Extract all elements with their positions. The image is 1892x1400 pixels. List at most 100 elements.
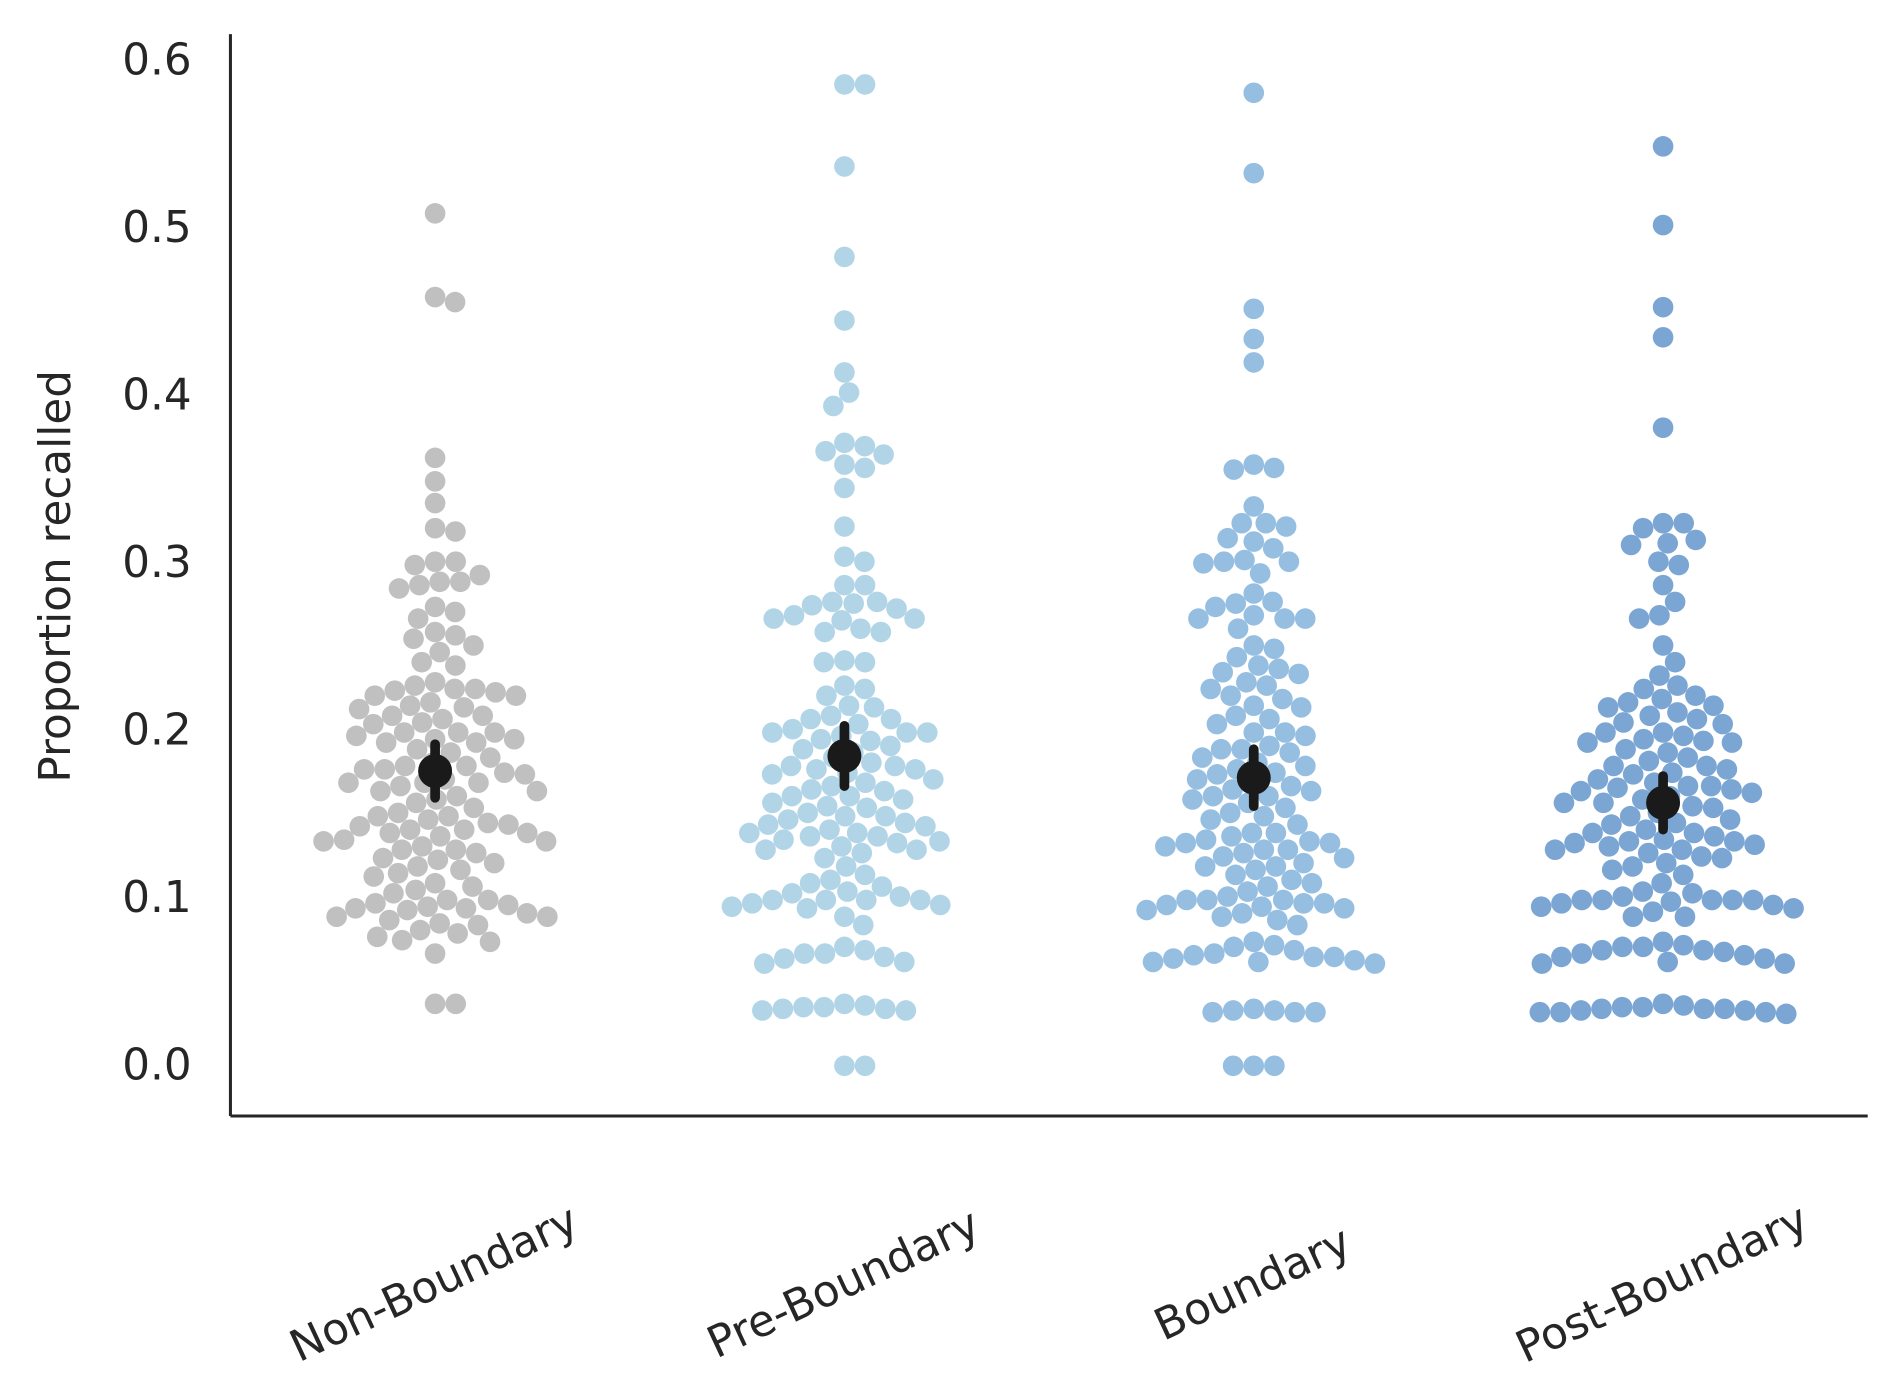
swarm-point — [1657, 742, 1678, 763]
swarm-point — [1243, 82, 1265, 104]
swarm-point — [800, 708, 821, 730]
swarm-point — [445, 625, 466, 646]
swarm-point — [1175, 832, 1197, 854]
swarm-point — [393, 722, 415, 743]
swarm-point — [1601, 859, 1623, 881]
swarm-point — [889, 886, 911, 907]
swarm-point — [1677, 775, 1699, 797]
swarm-point — [1222, 779, 1243, 800]
swarm-point — [1211, 906, 1233, 928]
swarm-point — [411, 836, 433, 857]
swarm-point — [894, 812, 916, 834]
swarm-point — [1633, 728, 1654, 750]
swarm-point — [1256, 675, 1277, 696]
swarm-point — [1194, 856, 1216, 877]
swarm-point — [1652, 722, 1674, 743]
swarm-point — [1714, 998, 1735, 1020]
swarm-point — [1652, 512, 1674, 534]
swarm-point — [1603, 755, 1624, 777]
swarm-point — [1619, 805, 1641, 827]
swarm-point — [1234, 549, 1255, 571]
swarm-point — [892, 789, 914, 810]
swarm-point — [407, 608, 429, 629]
swarm-point — [381, 705, 403, 727]
swarm-point — [1225, 593, 1247, 614]
swarm-point — [1712, 713, 1734, 735]
swarm-point — [1685, 685, 1706, 706]
swarm-point — [1253, 805, 1275, 827]
swarm-point — [815, 889, 837, 911]
swarm-point — [1673, 512, 1695, 534]
swarm-point — [796, 898, 818, 919]
swarm-point — [797, 802, 818, 824]
swarm-point — [1293, 852, 1314, 874]
swarm-point — [1591, 998, 1612, 1020]
swarm-point — [1693, 730, 1714, 752]
swarm-point — [424, 993, 446, 1015]
swarm-point — [494, 762, 515, 783]
swarm-point — [854, 995, 876, 1016]
y-axis-label: Proportion recalled — [30, 370, 81, 783]
swarm-point — [1597, 697, 1619, 718]
swarm-point — [1186, 769, 1208, 790]
swarm-point — [1243, 695, 1265, 717]
swarm-point — [1685, 529, 1707, 551]
swarm-point — [1205, 596, 1226, 618]
swarm-point — [815, 440, 836, 462]
swarm-point — [387, 802, 409, 824]
swarm-point — [752, 1000, 773, 1021]
swarm-point — [378, 909, 400, 931]
swarm-point — [1683, 822, 1705, 844]
swarm-point — [353, 759, 375, 780]
swarm-point — [801, 779, 822, 800]
swarm-point — [929, 831, 950, 852]
swarm-point — [1701, 889, 1723, 911]
mean-point — [827, 738, 862, 773]
swarm-point — [1249, 563, 1271, 584]
swarm-point — [463, 797, 485, 819]
swarm-point — [1259, 735, 1280, 757]
swarm-point — [1136, 899, 1157, 921]
swarm-point — [1622, 906, 1644, 928]
swarm-point — [1652, 214, 1674, 236]
swarm-point — [1529, 1001, 1551, 1023]
swarm-point — [834, 516, 855, 537]
swarm-point — [1333, 898, 1355, 919]
swarm-point — [834, 574, 855, 596]
swarm-point — [762, 722, 783, 743]
swarm-point — [814, 847, 835, 869]
swarm-point — [420, 692, 441, 713]
swarm-point — [1295, 725, 1316, 747]
swarm-point — [739, 822, 760, 844]
swarm-point — [405, 879, 426, 901]
swarm-point — [1243, 1055, 1265, 1077]
swarm-point — [838, 695, 860, 717]
swarm-point — [432, 708, 453, 730]
swarm-point — [816, 685, 837, 706]
swarm-point — [821, 775, 843, 797]
swarm-point — [721, 896, 743, 917]
swarm-point — [1551, 946, 1572, 968]
swarm-point — [855, 772, 876, 794]
swarm-point — [904, 608, 925, 629]
swarm-point — [1262, 591, 1283, 613]
swarm-point — [793, 996, 814, 1018]
swarm-point — [1265, 822, 1287, 844]
swarm-point — [445, 655, 466, 676]
swarm-point — [792, 738, 814, 760]
swarm-point — [1278, 551, 1300, 572]
swarm-point — [417, 896, 438, 917]
swarm-point — [463, 635, 484, 656]
swarm-point — [1664, 591, 1686, 613]
swarm-point — [1592, 889, 1613, 911]
swarm-point — [1263, 457, 1285, 479]
swarm-point — [444, 601, 466, 623]
swarm-point — [372, 847, 394, 869]
swarm-point — [856, 797, 878, 819]
swarm-point — [1652, 417, 1674, 439]
swarm-point — [526, 780, 548, 802]
swarm-point — [1243, 454, 1265, 475]
swarm-point — [537, 906, 558, 928]
swarm-point — [755, 839, 776, 861]
